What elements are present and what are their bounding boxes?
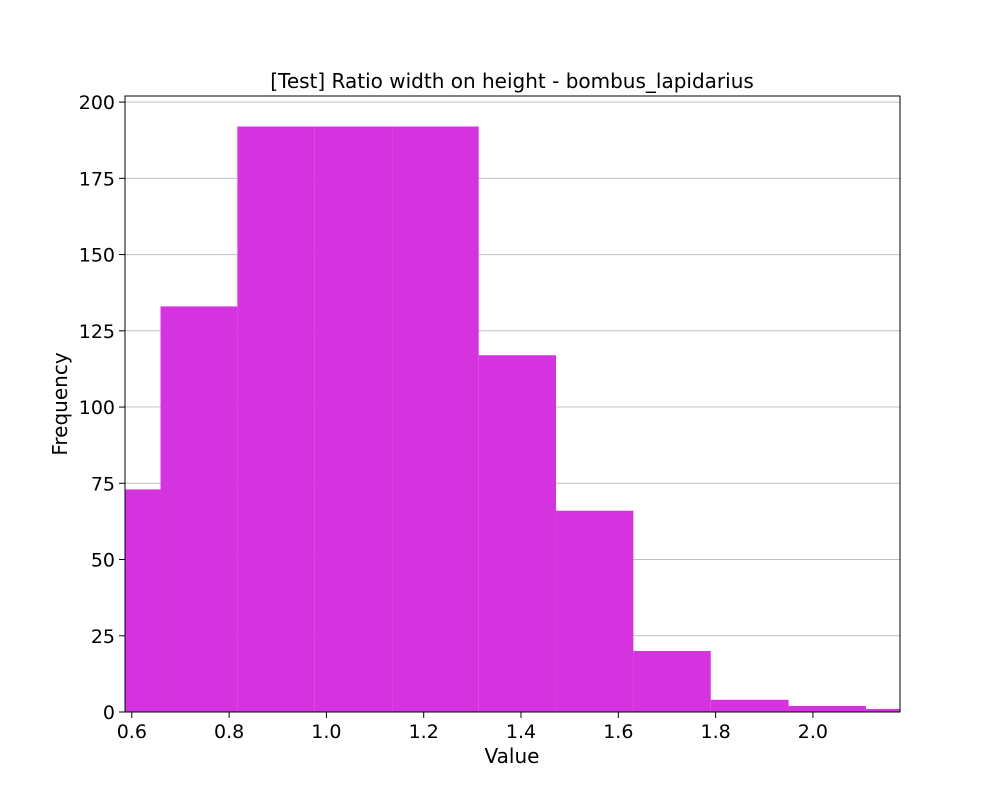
bar-10 [865, 708, 900, 712]
y-tick-label-5: 125 [79, 321, 115, 343]
y-tick-label-3: 75 [91, 473, 115, 495]
bar-8 [710, 699, 789, 712]
y-tick-label-1: 25 [91, 626, 115, 648]
y-tick-label-0: 0 [103, 702, 115, 724]
x-tick-label-2: 1.0 [311, 721, 341, 743]
bar-1 [160, 306, 238, 712]
y-tick-label-2: 50 [91, 550, 115, 572]
y-tick-label-4: 100 [79, 397, 115, 419]
x-axis-ticks: 0.6 0.8 1.0 1.2 1.4 1.6 1.8 2.0 [117, 712, 828, 743]
x-axis-label: Value [485, 744, 540, 768]
y-axis-label: Frequency [48, 352, 72, 455]
x-tick-label-3: 1.2 [409, 721, 439, 743]
bar-3 [314, 126, 393, 712]
y-tick-label-8: 200 [79, 92, 115, 114]
plot-frame [124, 95, 901, 713]
bar-9 [788, 705, 866, 712]
bar-0 [125, 489, 161, 712]
y-tick-label-6: 150 [79, 245, 115, 267]
x-tick-label-5: 1.6 [603, 721, 633, 743]
bar-2 [237, 126, 315, 712]
x-tick-label-6: 1.8 [701, 721, 731, 743]
histogram-bars [125, 126, 900, 712]
x-tick-label-0: 0.6 [117, 721, 147, 743]
x-tick-label-7: 2.0 [798, 721, 828, 743]
x-tick-label-4: 1.4 [506, 721, 536, 743]
y-axis-ticks: 0 25 50 75 100 125 150 175 200 [79, 92, 125, 724]
chart-title: [Test] Ratio width on height - bombus_la… [270, 69, 754, 93]
y-tick-label-7: 175 [79, 168, 115, 190]
bar-6 [556, 510, 634, 712]
x-tick-label-1: 0.8 [214, 721, 244, 743]
bar-7 [633, 651, 711, 712]
bar-4 [392, 126, 479, 712]
bar-5 [478, 355, 557, 712]
